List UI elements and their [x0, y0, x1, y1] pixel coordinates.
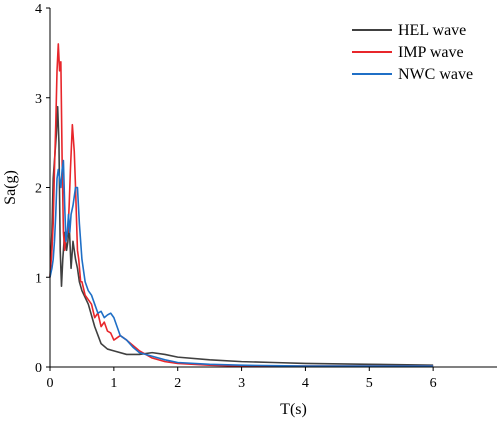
x-tick-label: 3: [238, 376, 245, 391]
legend-label: HEL wave: [398, 22, 466, 39]
x-tick-label: 5: [366, 376, 373, 391]
series-line-hel-wave: [49, 105, 434, 366]
x-axis-ticks: 0 1 2 3 4 5 6: [47, 367, 437, 391]
series-line-nwc-wave: [49, 159, 434, 367]
x-tick-label: 0: [47, 376, 54, 391]
legend-label: IMP wave: [398, 44, 464, 61]
y-tick-label: 3: [35, 92, 42, 107]
y-tick-label: 0: [35, 361, 42, 376]
y-axis-ticks: 0 1 2 3 4: [35, 2, 50, 376]
y-tick-label: 2: [35, 182, 42, 197]
x-tick-label: 6: [430, 376, 437, 391]
y-tick-label: 1: [35, 271, 42, 286]
series-layer: [49, 43, 434, 367]
legend-label: NWC wave: [398, 66, 473, 83]
x-axis-title: T(s): [280, 401, 307, 418]
legend: HEL wave IMP wave NWC wave: [352, 22, 473, 83]
series-line-imp-wave: [49, 43, 434, 367]
y-axis-title: Sa(g): [2, 170, 19, 205]
x-tick-label: 4: [302, 376, 309, 391]
axes-layer: [49, 8, 497, 368]
y-tick-label: 4: [35, 2, 42, 17]
x-tick-label: 1: [110, 376, 117, 391]
x-tick-label: 2: [174, 376, 181, 391]
